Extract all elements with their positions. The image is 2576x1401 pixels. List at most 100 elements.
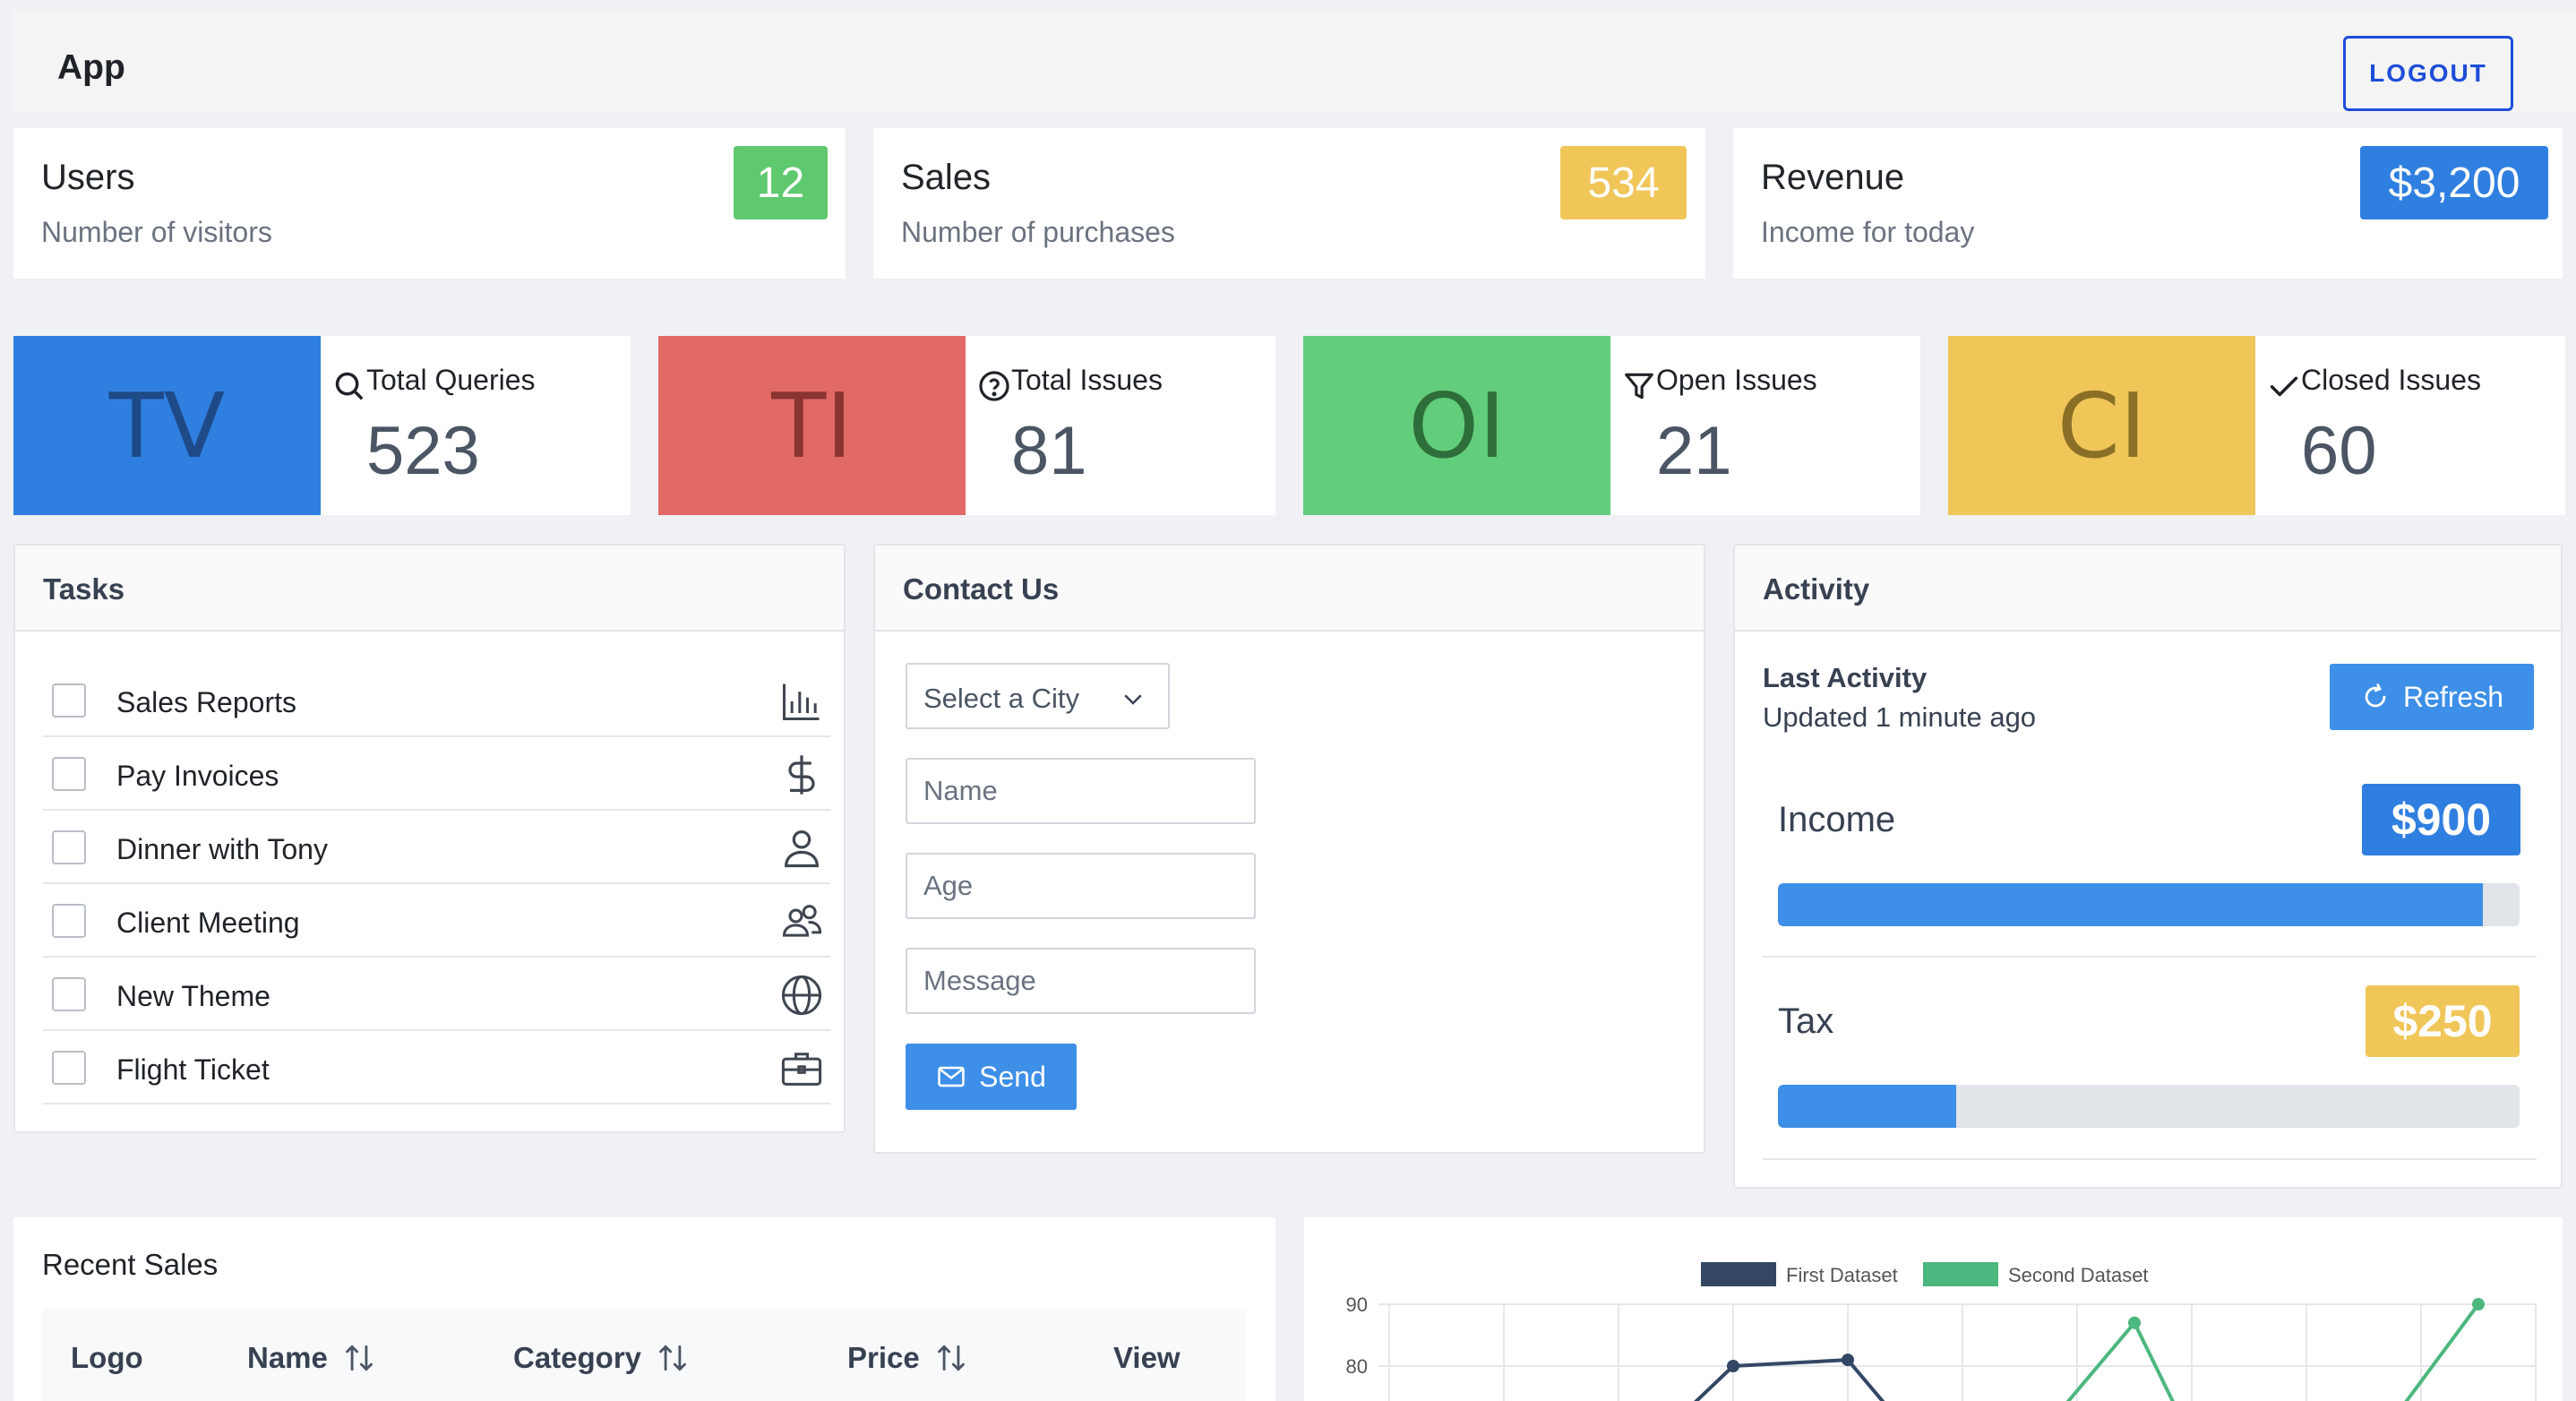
dollar-icon [788, 755, 815, 795]
legend-label: Second Dataset [2008, 1264, 2149, 1286]
series-line [1694, 1358, 1885, 1401]
task-checkbox[interactable] [52, 1051, 86, 1085]
table-header: Logo Name Category Price View [42, 1309, 1247, 1401]
task-row: Flight Ticket [43, 1031, 830, 1104]
tax-progress-bar [1778, 1085, 2520, 1128]
panel-header: Contact Us [875, 546, 1704, 632]
column-header-price[interactable]: Price [847, 1341, 968, 1375]
panel-title: Activity [1763, 572, 1870, 606]
task-label: Pay Invoices [116, 760, 279, 792]
task-checkbox[interactable] [52, 757, 86, 791]
check-icon [2270, 376, 2298, 397]
overview-value: 21 [1656, 413, 1732, 489]
chevron-down-icon [1124, 694, 1142, 705]
column-header-logo: Logo [71, 1341, 143, 1374]
refresh-button[interactable]: Refresh [2330, 664, 2534, 730]
task-row: Dinner with Tony [43, 811, 830, 884]
stat-badge: 12 [734, 146, 828, 219]
task-checkbox[interactable] [52, 683, 86, 718]
task-checkbox[interactable] [52, 977, 86, 1011]
data-point [2128, 1316, 2141, 1329]
tax-value-badge: $250 [2366, 985, 2520, 1057]
bar-chart-icon [782, 683, 820, 721]
y-tick-label: 90 [1346, 1294, 1368, 1316]
overview-label: Total Queries [366, 364, 536, 396]
stat-subtitle: Number of purchases [901, 216, 1175, 248]
search-icon [335, 372, 364, 400]
overview-card-closed-issues: CI Closed Issues 60 [1948, 336, 2565, 515]
top-bar: App LOGOUT [13, 11, 2576, 112]
income-label: Income [1778, 800, 1896, 839]
stat-card-sales: Sales Number of purchases 534 [873, 128, 1705, 279]
task-checkbox[interactable] [52, 830, 86, 864]
activity-panel: Activity Last Activity Updated 1 minute … [1733, 544, 2563, 1189]
overview-abbr: TV [13, 336, 321, 515]
briefcase-icon [781, 1053, 822, 1086]
overview-value: 60 [2301, 413, 2377, 489]
legend-swatch [1923, 1262, 1998, 1286]
send-button[interactable]: Send [906, 1044, 1077, 1110]
series-line [2065, 1302, 2480, 1401]
tasks-panel: Tasks Sales Reports Pay Invoices Dinner … [13, 544, 846, 1133]
name-input[interactable] [906, 758, 1256, 824]
income-value-badge: $900 [2362, 784, 2520, 855]
task-label: Client Meeting [116, 907, 300, 939]
user-icon [785, 829, 819, 868]
refresh-icon [2365, 683, 2386, 708]
tax-label: Tax [1778, 1001, 1834, 1041]
app-title: App [57, 48, 125, 87]
logout-button[interactable]: LOGOUT [2343, 36, 2513, 111]
income-progress-fill [1778, 883, 2483, 926]
overview-abbr: CI [1948, 336, 2255, 515]
legend-label: First Dataset [1786, 1264, 1898, 1286]
task-checkbox[interactable] [52, 904, 86, 938]
line-chart: 90 80 First Dataset Second Dataset [1346, 1262, 2537, 1401]
age-input[interactable] [906, 853, 1256, 919]
stat-badge: $3,200 [2360, 146, 2548, 219]
stat-subtitle: Income for today [1761, 216, 1975, 248]
sort-icon [937, 1345, 965, 1371]
panel-title: Tasks [43, 572, 125, 606]
panel-header: Activity [1735, 546, 2561, 632]
column-header-category[interactable]: Category [513, 1341, 690, 1375]
stat-badge: 534 [1560, 146, 1687, 219]
panel-title: Contact Us [903, 572, 1060, 606]
overview-card-total-queries: TV Total Queries 523 [13, 336, 631, 515]
stat-card-revenue: Revenue Income for today $3,200 [1733, 128, 2563, 279]
task-row: Client Meeting [43, 884, 830, 958]
filter-icon [1625, 373, 1653, 400]
recent-sales-title: Recent Sales [42, 1248, 219, 1281]
contact-panel: Contact Us Select a City Send [873, 544, 1705, 1154]
last-activity-updated: Updated 1 minute ago [1763, 701, 2037, 733]
data-point [1727, 1360, 1739, 1372]
data-point [2472, 1298, 2485, 1311]
tax-progress-fill [1778, 1085, 1956, 1128]
envelope-icon [938, 1066, 965, 1087]
recent-sales-panel: Recent Sales Logo Name Category Price Vi… [13, 1217, 1275, 1401]
overview-label: Closed Issues [2301, 364, 2481, 396]
overview-abbr: OI [1303, 336, 1610, 515]
column-header-view: View [1113, 1341, 1181, 1374]
panel-header: Tasks [15, 546, 844, 632]
stat-title: Users [41, 158, 135, 197]
sort-icon [346, 1345, 373, 1371]
city-select-value: Select a City [923, 683, 1080, 714]
overview-card-total-issues: TI Total Issues 81 [658, 336, 1275, 515]
task-row: Sales Reports [43, 664, 830, 737]
city-select[interactable]: Select a City [906, 663, 1170, 729]
send-button-label: Send [979, 1060, 1046, 1093]
overview-label: Total Issues [1011, 364, 1163, 396]
overview-abbr: TI [658, 336, 966, 515]
question-circle-icon [979, 371, 1009, 401]
column-header-name[interactable]: Name [247, 1341, 376, 1375]
task-label: Dinner with Tony [116, 833, 328, 865]
message-input[interactable] [906, 948, 1256, 1014]
stat-subtitle: Number of visitors [41, 216, 272, 248]
overview-value: 81 [1011, 413, 1087, 489]
task-row: Pay Invoices [43, 737, 830, 811]
task-label: Flight Ticket [116, 1053, 270, 1086]
overview-card-open-issues: OI Open Issues 21 [1303, 336, 1920, 515]
chart-panel: 90 80 First Dataset Second Dataset [1304, 1217, 2563, 1401]
legend-swatch [1701, 1262, 1776, 1286]
refresh-button-label: Refresh [2402, 680, 2504, 713]
